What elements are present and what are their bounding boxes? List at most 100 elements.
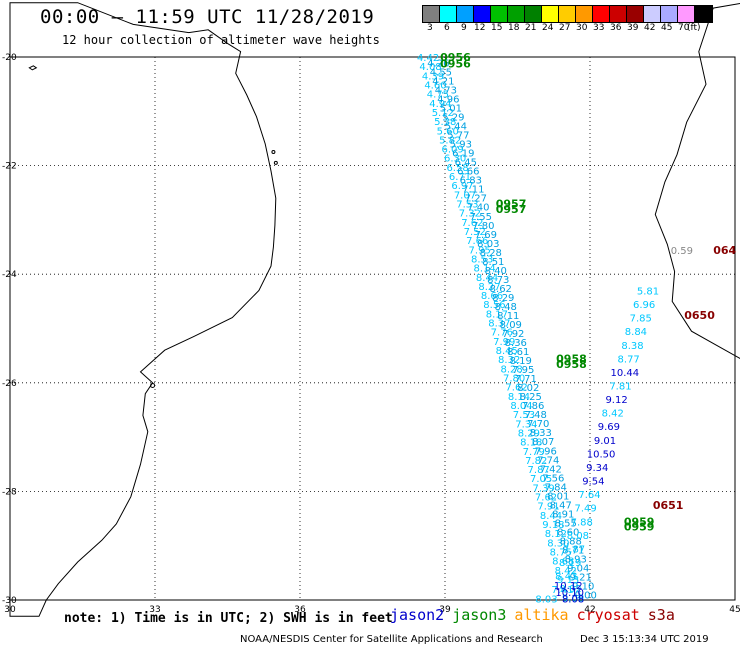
swh-value-label: 8.14 [473, 264, 495, 275]
swh-value-label: 8.28 [480, 248, 502, 259]
swh-value-label: 8.62 [490, 284, 512, 295]
swh-value-label: 8.02 [517, 383, 539, 394]
swh-value-label: 7.86 [522, 401, 544, 412]
swh-value-label: 9.08 [562, 593, 584, 604]
swh-value-label: 5.93 [450, 140, 472, 151]
legend-label: 42 [644, 23, 656, 33]
swh-value-label: 7.76 [491, 328, 513, 339]
legend-swatch [593, 6, 610, 22]
swh-value-label: 5.44 [445, 122, 467, 133]
lon-tick-label: 42 [584, 605, 595, 615]
swh-value-label: 7.62 [461, 218, 483, 229]
lon-tick-label: 45 [729, 605, 740, 615]
legend-swatch [610, 6, 627, 22]
swh-value-label: 6.96 [633, 300, 655, 311]
lon-tick-label: 39 [439, 605, 451, 615]
swh-value-label: 8.30 [547, 538, 569, 549]
swh-value-label: 8.29 [518, 428, 540, 439]
swh-value-label: 8.44 [540, 511, 562, 522]
lat-tick-label: -30 [2, 596, 17, 606]
island-shape [271, 150, 276, 155]
pass-time-label: 064 [713, 244, 736, 257]
swh-value-label: 8.42 [555, 566, 577, 577]
swh-value-label: 8.44 [476, 273, 498, 284]
swh-value-label: 4.96 [437, 95, 459, 106]
swh-value-label: 8.71 [562, 545, 584, 556]
swh-value-label: 9.02 [559, 584, 581, 595]
swh-value-label: 8.51 [482, 257, 504, 268]
swh-value-label: 8.07 [532, 437, 554, 448]
pass-time-label: 0956 [440, 58, 471, 71]
swh-value-label: 5.12 [432, 108, 454, 119]
swh-value-label: 6.45 [455, 158, 477, 169]
legend-swatch [440, 6, 457, 22]
swh-value-label: 9.12 [605, 395, 627, 406]
swh-value-label: 7.82 [525, 456, 547, 467]
swh-value-label: 8.28 [501, 364, 523, 375]
swh-value-label: 6.71 [449, 172, 471, 183]
legend-label: 9 [461, 23, 467, 33]
swh-value-label: 4.42 [417, 53, 439, 64]
swh-value-label: 9.34 [586, 463, 608, 474]
pass-time-label: 0957 [496, 203, 527, 216]
swh-value-label: 7.27 [465, 194, 487, 205]
lon-tick-label: 36 [294, 605, 306, 615]
swh-value-label: 8.53 [471, 254, 493, 265]
swh-value-label: 4.21 [432, 76, 454, 87]
swh-value-label: 4.75 [427, 90, 449, 101]
lat-tick-label: -22 [2, 162, 17, 172]
legend-swatch [423, 6, 440, 22]
swh-value-label: 5.38 [434, 117, 456, 128]
swh-value-label: 8.68 [552, 557, 574, 568]
swh-value-label: 4.73 [435, 85, 457, 96]
swh-value-label: 9.18 [542, 520, 564, 531]
swh-value-label: 7.79 [523, 447, 545, 458]
swh-value-label: 7.99 [493, 337, 515, 348]
swh-value-label: 7.55 [470, 212, 492, 223]
legend-label: 18 [508, 23, 520, 33]
swh-value-label: 4.60 [424, 80, 446, 91]
swh-value-label: 8.45 [496, 346, 518, 357]
swh-value-label: 8.08 [567, 531, 589, 542]
lat-tick-label: -24 [2, 270, 17, 280]
swh-value-label: 7.84 [545, 482, 567, 493]
swh-value-label: 7.96 [535, 446, 557, 457]
swh-value-label: 8.47 [550, 500, 572, 511]
pass-time-label: 0956 [440, 51, 471, 64]
swh-value-label: 9.21 [570, 573, 592, 584]
legend-label: 24 [542, 23, 554, 33]
swh-value-label: 8.03 [477, 239, 499, 250]
swh-value-label: 7.05 [530, 474, 552, 485]
swh-value-label: 8.84 [625, 327, 647, 338]
legend-swatch [491, 6, 508, 22]
pass-time-label: 0958 [556, 358, 587, 371]
swh-value-label: 7.41 [551, 585, 573, 596]
swh-value-label: 7.70 [527, 419, 549, 430]
swh-value-label: 8.48 [495, 302, 517, 313]
swh-value-label: 8.40 [485, 266, 507, 277]
swh-value-label: 5.60 [437, 126, 459, 137]
swh-value-label: 7.32 [459, 209, 481, 220]
footer-note: note: 1) Time is in UTC; 2) SWH is in fe… [64, 611, 393, 626]
swh-value-label: 7.56 [542, 473, 564, 484]
swh-value-label: 9.04 [567, 564, 589, 575]
swh-value-label: 8.61 [507, 347, 529, 358]
legend-label: 30 [576, 23, 588, 33]
legend-label: 27 [559, 23, 571, 33]
swh-value-label: 8.77 [618, 354, 640, 365]
swh-value-label: 5.01 [440, 104, 462, 115]
swh-value-label: 7.92 [502, 329, 524, 340]
page-title: 00:00 – 11:59 UTC 11/28/2019 [40, 6, 375, 28]
pass-time-label: 0650 [684, 309, 715, 322]
swh-value-label: 8.55 [555, 518, 577, 529]
swh-value-label: 6.09 [442, 145, 464, 156]
swh-value-label: 6.66 [457, 167, 479, 178]
swh-value-label: 8.01 [547, 491, 569, 502]
generation-timestamp: Dec 3 15:13:34 UTC 2019 [580, 634, 709, 645]
swh-value-label: 9.00 [575, 591, 597, 602]
swh-value-label: 9.13 [557, 575, 579, 586]
swh-value-label: 9.01 [594, 436, 616, 447]
legend-label: 6 [444, 23, 450, 33]
swh-value-label: 7.71 [515, 374, 537, 385]
